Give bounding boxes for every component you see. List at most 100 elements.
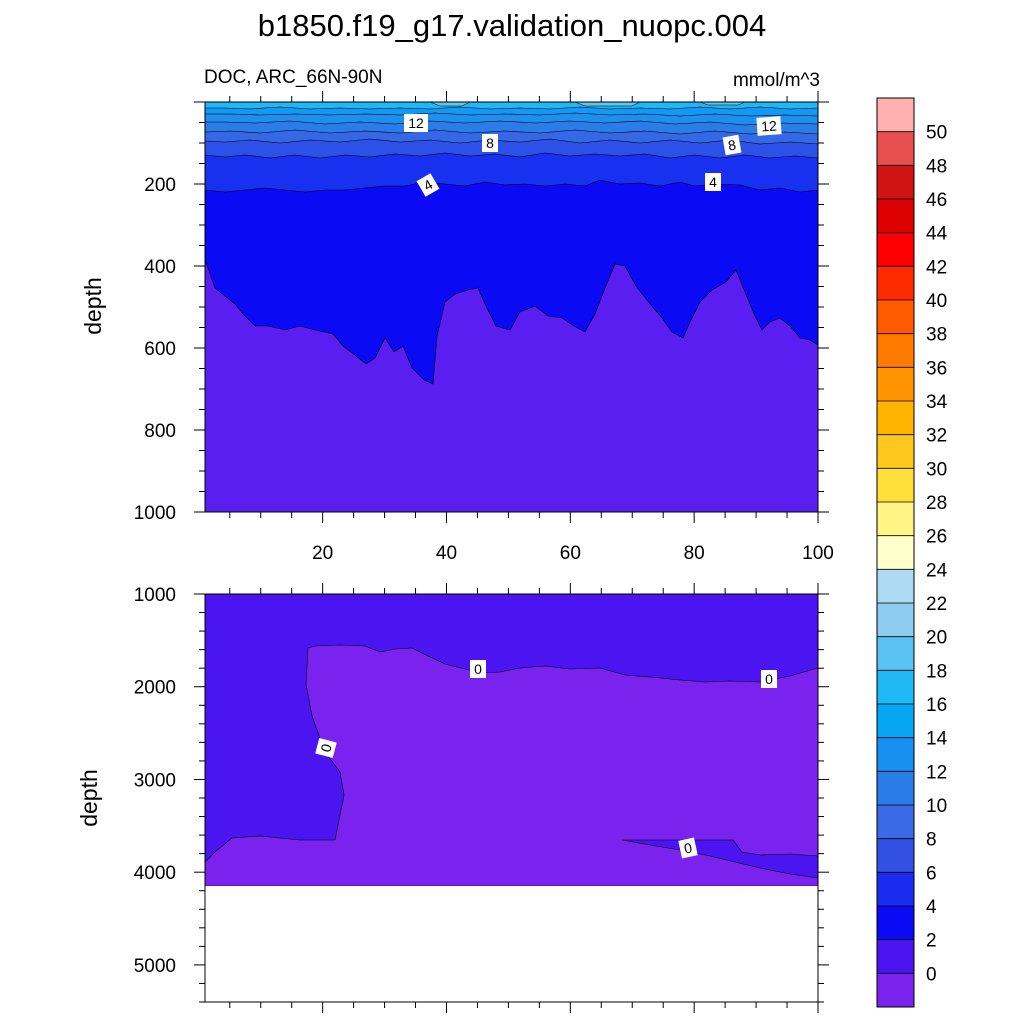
contour-label-box bbox=[761, 670, 777, 688]
y-tick-label: 2000 bbox=[134, 678, 176, 699]
contour-label: 12 bbox=[408, 115, 424, 131]
colorbar-label: 50 bbox=[926, 123, 947, 144]
contour-label-box bbox=[482, 134, 498, 152]
colorbar-label: 36 bbox=[926, 358, 947, 379]
colorbar-label: 22 bbox=[926, 594, 947, 615]
contour-label: 12 bbox=[761, 117, 778, 134]
contour-label: 8 bbox=[727, 136, 738, 153]
upper-panel: 200 400 600 800 1000 20 40 60 80 100 12 12 8 8 4 bbox=[80, 67, 834, 564]
colorbar-label: 40 bbox=[926, 291, 947, 312]
colorbar-label: 34 bbox=[926, 392, 948, 413]
colorbar-label: 30 bbox=[926, 459, 947, 480]
colorbar-label: 24 bbox=[926, 560, 948, 581]
colorbar-swatch bbox=[877, 502, 914, 536]
colorbar-label: 12 bbox=[926, 762, 947, 783]
lower-y-axis-label: depth bbox=[76, 769, 102, 827]
contour-label-box bbox=[404, 114, 428, 132]
lower-contour-labels: 0 0 0 0 bbox=[315, 660, 777, 859]
y-tick-label: 5000 bbox=[134, 956, 176, 977]
lower-contour-fills bbox=[205, 594, 818, 1002]
colorbar-label: 14 bbox=[926, 729, 948, 750]
colorbar-swatch bbox=[877, 266, 914, 301]
colorbar-swatch bbox=[877, 401, 914, 435]
chart-title: b1850.f19_g17.validation_nuopc.004 bbox=[258, 8, 767, 43]
lower-panel: 1000 2000 3000 4000 5000 0 0 0 0 depth bbox=[76, 583, 829, 1013]
upper-axis-ticks: 200 400 600 800 1000 20 40 60 80 100 bbox=[134, 91, 834, 564]
colorbar-swatch bbox=[877, 535, 914, 570]
colorbar-label: 46 bbox=[926, 190, 947, 211]
colorbar-label: 42 bbox=[926, 257, 947, 278]
fill-level-18-20 bbox=[429, 102, 746, 107]
colorbar-swatch bbox=[877, 906, 914, 940]
y-tick-label: 800 bbox=[144, 421, 176, 442]
lower-axis-ticks: 1000 2000 3000 4000 5000 bbox=[134, 583, 829, 1013]
colorbar-label: 0 bbox=[926, 964, 937, 985]
y-tick-label: 600 bbox=[144, 339, 176, 360]
colorbar-label: 10 bbox=[926, 796, 947, 817]
colorbar-label: 26 bbox=[926, 527, 947, 548]
colorbar-swatch bbox=[877, 805, 914, 839]
colorbar-swatch bbox=[877, 771, 914, 806]
colorbar-swatch bbox=[877, 300, 914, 334]
fill-level-neg2-0 bbox=[205, 644, 818, 887]
colorbar-swatch bbox=[877, 131, 914, 166]
colorbar-swatch bbox=[877, 603, 914, 637]
colorbar-label: 28 bbox=[926, 493, 947, 514]
y-tick-label: 200 bbox=[144, 175, 176, 196]
colorbar-swatch bbox=[877, 98, 914, 132]
colorbar-swatch bbox=[877, 973, 914, 1008]
colorbar-label: 8 bbox=[926, 830, 937, 851]
contour-label: 0 bbox=[317, 742, 335, 754]
colorbar-label: 44 bbox=[926, 224, 948, 245]
contour-label-box bbox=[705, 173, 721, 191]
colorbar-swatch bbox=[877, 468, 914, 503]
colorbar-swatch bbox=[877, 939, 914, 974]
contour-label: 0 bbox=[474, 661, 482, 677]
x-tick-label: 60 bbox=[560, 543, 581, 564]
variable-label: DOC, ARC_66N-90N bbox=[204, 67, 382, 88]
colorbar-swatch bbox=[877, 636, 914, 671]
fill-level-16-18 bbox=[205, 102, 818, 110]
contour-label-box bbox=[756, 116, 782, 136]
colorbar-label: 20 bbox=[926, 628, 947, 649]
colorbar-swatch bbox=[877, 367, 914, 402]
colorbar-label: 2 bbox=[926, 931, 937, 952]
y-tick-label: 1000 bbox=[134, 585, 176, 606]
y-tick-label: 400 bbox=[144, 257, 176, 278]
contour-label-box bbox=[315, 737, 337, 759]
colorbar-label: 48 bbox=[926, 156, 947, 177]
y-tick-label: 4000 bbox=[134, 863, 176, 884]
contour-label: 0 bbox=[765, 671, 773, 687]
colorbar-label: 32 bbox=[926, 426, 947, 447]
colorbar-swatch bbox=[877, 670, 914, 705]
contour-label-box bbox=[416, 173, 440, 197]
colorbar-swatch bbox=[877, 199, 914, 233]
colorbar-swatch bbox=[877, 704, 914, 738]
x-tick-label: 80 bbox=[684, 543, 705, 564]
contour-label-box bbox=[722, 134, 742, 156]
colorbar-swatch bbox=[877, 838, 914, 873]
upper-contour-fills bbox=[205, 102, 818, 512]
upper-contour-labels: 12 12 8 8 4 4 bbox=[404, 114, 782, 197]
colorbar-swatch bbox=[877, 569, 914, 604]
colorbar-swatch bbox=[877, 872, 914, 907]
colorbar-label: 6 bbox=[926, 863, 937, 884]
contour-label: 8 bbox=[486, 135, 494, 151]
contour-label: 4 bbox=[709, 174, 717, 190]
x-tick-label: 20 bbox=[312, 543, 333, 564]
colorbar-frame bbox=[876, 97, 915, 1008]
upper-y-axis-label: depth bbox=[80, 277, 106, 335]
units-label: mmol/m^3 bbox=[733, 70, 820, 91]
contour-label: 0 bbox=[683, 839, 694, 856]
colorbar-label: 18 bbox=[926, 661, 947, 682]
colorbar-swatch bbox=[877, 165, 914, 200]
colorbar: 5048464442403836343230282624222018161412… bbox=[876, 97, 948, 1008]
y-tick-label: 3000 bbox=[134, 770, 176, 791]
y-tick-label: 1000 bbox=[134, 503, 176, 524]
colorbar-label: 4 bbox=[926, 897, 937, 918]
colorbar-swatch bbox=[877, 232, 914, 267]
no-data-region bbox=[205, 886, 818, 1002]
colorbar-label: 38 bbox=[926, 325, 947, 346]
colorbar-label: 16 bbox=[926, 695, 947, 716]
